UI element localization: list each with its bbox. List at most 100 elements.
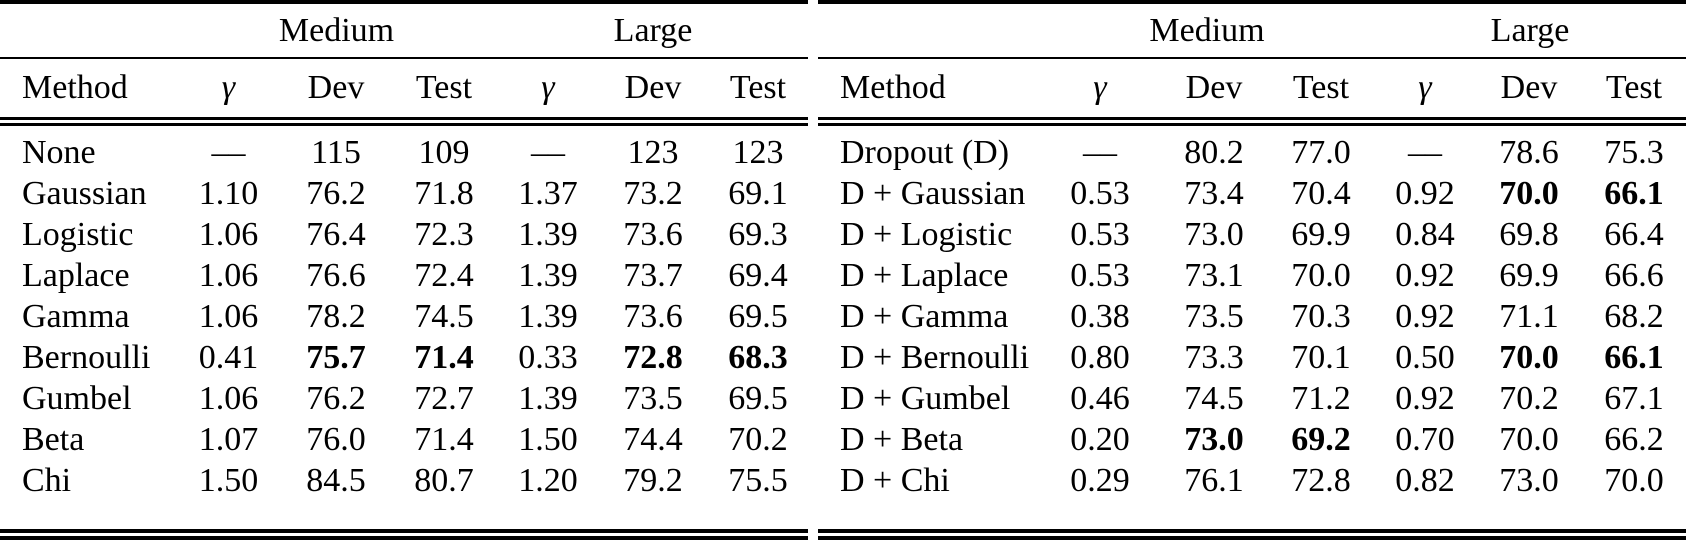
value-cell: 70.2 <box>728 421 788 458</box>
group-header-row: Medium Large <box>0 2 809 59</box>
table-row: D + Laplace 0.53 73.1 70.0 0.92 69.9 66.6 <box>818 255 1686 296</box>
value-cell: 0.50 <box>1395 339 1455 376</box>
value-cell: 71.4 <box>414 421 474 458</box>
value-cell: 1.06 <box>198 216 259 253</box>
value-cell: 1.06 <box>198 257 259 294</box>
value-cell: 70.4 <box>1291 175 1351 212</box>
table-row: D + Beta 0.20 73.0 69.2 0.70 70.0 66.2 <box>818 419 1686 460</box>
value-cell: 76.6 <box>306 257 366 294</box>
method-cell: Gamma <box>22 298 130 335</box>
value-cell: 76.0 <box>306 421 366 458</box>
value-cell: 77.0 <box>1291 134 1351 171</box>
noise-only-table-panel: Medium Large Method γ Dev Test γ Dev Test None… <box>0 0 809 540</box>
method-cell: D + Gaussian <box>840 175 1026 212</box>
value-cell: 73.2 <box>623 175 683 212</box>
group-header-spacer <box>818 2 1040 59</box>
value-cell: 0.92 <box>1395 380 1455 417</box>
value-cell: 69.8 <box>1499 216 1559 253</box>
value-cell: 75.3 <box>1604 134 1664 171</box>
value-cell: 1.39 <box>518 216 578 253</box>
value-cell: 73.5 <box>623 380 683 417</box>
value-cell: 115 <box>311 134 361 171</box>
value-cell: 75.5 <box>728 462 788 499</box>
column-header-row: Method γ Dev Test γ Dev Test <box>0 58 809 126</box>
value-cell: 73.0 <box>1184 421 1244 458</box>
value-cell: 0.92 <box>1395 175 1455 212</box>
value-cell: 70.0 <box>1499 421 1559 458</box>
value-cell: 75.7 <box>306 339 366 376</box>
value-cell: 80.7 <box>414 462 474 499</box>
value-cell: 84.5 <box>306 462 366 499</box>
value-cell: 70.0 <box>1499 339 1559 376</box>
value-cell: 69.4 <box>728 257 788 294</box>
value-cell: 0.92 <box>1395 298 1455 335</box>
value-cell: 73.1 <box>1184 257 1244 294</box>
value-cell: 71.1 <box>1499 298 1559 335</box>
group-header-large: Large <box>1374 2 1686 59</box>
value-cell: 78.6 <box>1499 134 1559 171</box>
table-row: D + Gamma 0.38 73.5 70.3 0.92 71.1 68.2 <box>818 296 1686 337</box>
value-cell: 74.4 <box>623 421 683 458</box>
column-header: γ <box>175 58 282 126</box>
value-cell: 109 <box>418 134 470 171</box>
value-cell: 73.6 <box>623 216 683 253</box>
value-cell: 72.8 <box>623 339 683 376</box>
value-cell: 74.5 <box>414 298 474 335</box>
value-cell: 123 <box>627 134 679 171</box>
table-row: Bernoulli 0.41 75.7 71.4 0.33 72.8 68.3 <box>0 337 808 378</box>
dropout-table-panel: Medium Large Method γ Dev Test γ Dev Test Drop… <box>818 0 1686 540</box>
dropout-table: Medium Large Method γ Dev Test γ Dev Test Drop… <box>818 0 1686 540</box>
table-header: Medium Large Method γ Dev Test γ Dev Test <box>818 2 1686 126</box>
group-header-row: Medium Large <box>818 2 1686 59</box>
value-cell: 73.6 <box>623 298 683 335</box>
value-cell: 1.06 <box>198 380 259 417</box>
method-cell: D + Laplace <box>840 257 1009 294</box>
value-cell: 1.37 <box>518 175 578 212</box>
table-row: Logistic 1.06 76.4 72.3 1.39 73.6 69.3 <box>0 214 808 255</box>
value-cell: –– <box>1083 134 1117 171</box>
group-header-spacer <box>0 2 175 59</box>
value-cell: 71.4 <box>414 339 474 376</box>
method-cell: Gaussian <box>22 175 147 212</box>
column-header: Test <box>390 58 498 126</box>
value-cell: 72.4 <box>414 257 474 294</box>
value-cell: 70.0 <box>1291 257 1351 294</box>
method-cell: Logistic <box>22 216 134 253</box>
value-cell: 66.1 <box>1604 339 1664 376</box>
column-header: Test <box>1582 58 1686 126</box>
column-header: Method <box>0 58 175 126</box>
method-cell: Beta <box>22 421 85 458</box>
value-cell: 69.5 <box>728 298 788 335</box>
table-row: D + Bernoulli 0.80 73.3 70.1 0.50 70.0 66.1 <box>818 337 1686 378</box>
table-header: Medium Large Method γ Dev Test γ Dev Test <box>0 2 809 126</box>
value-cell: 66.6 <box>1604 257 1664 294</box>
value-cell: 123 <box>732 134 784 171</box>
method-cell: D + Beta <box>840 421 964 458</box>
column-header: γ <box>1040 58 1160 126</box>
method-cell: D + Chi <box>840 462 950 499</box>
value-cell: 0.29 <box>1070 462 1130 499</box>
value-cell: 0.53 <box>1070 175 1130 212</box>
value-cell: 1.39 <box>518 298 578 335</box>
value-cell: 76.2 <box>306 380 366 417</box>
value-cell: 69.1 <box>728 175 788 212</box>
value-cell: 80.2 <box>1184 134 1244 171</box>
value-cell: 0.80 <box>1070 339 1130 376</box>
value-cell: 0.41 <box>198 339 259 376</box>
column-header: Test <box>708 58 809 126</box>
value-cell: 0.92 <box>1395 257 1455 294</box>
table-row: D + Gumbel 0.46 74.5 71.2 0.92 70.2 67.1 <box>818 378 1686 419</box>
value-cell: 1.39 <box>518 257 578 294</box>
table-row: Chi 1.50 84.5 80.7 1.20 79.2 75.5 <box>0 460 808 535</box>
column-header-row: Method γ Dev Test γ Dev Test <box>818 58 1686 126</box>
group-header-medium: Medium <box>1040 2 1374 59</box>
value-cell: 79.2 <box>623 462 683 499</box>
value-cell: 66.2 <box>1604 421 1664 458</box>
table-row: D + Logistic 0.53 73.0 69.9 0.84 69.8 66.4 <box>818 214 1686 255</box>
value-cell: 70.0 <box>1499 175 1559 212</box>
group-header-large: Large <box>498 2 809 59</box>
table-row: D + Chi 0.29 76.1 72.8 0.82 73.0 70.0 <box>818 460 1686 535</box>
value-cell: 66.4 <box>1604 216 1664 253</box>
value-cell: –– <box>531 134 565 171</box>
